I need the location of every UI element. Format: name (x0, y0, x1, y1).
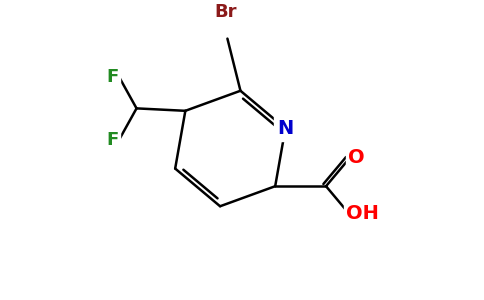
Text: Br: Br (214, 3, 237, 21)
Text: F: F (106, 131, 118, 149)
Text: OH: OH (346, 204, 379, 223)
Text: N: N (277, 119, 293, 138)
Text: O: O (348, 148, 365, 167)
Text: F: F (106, 68, 118, 85)
